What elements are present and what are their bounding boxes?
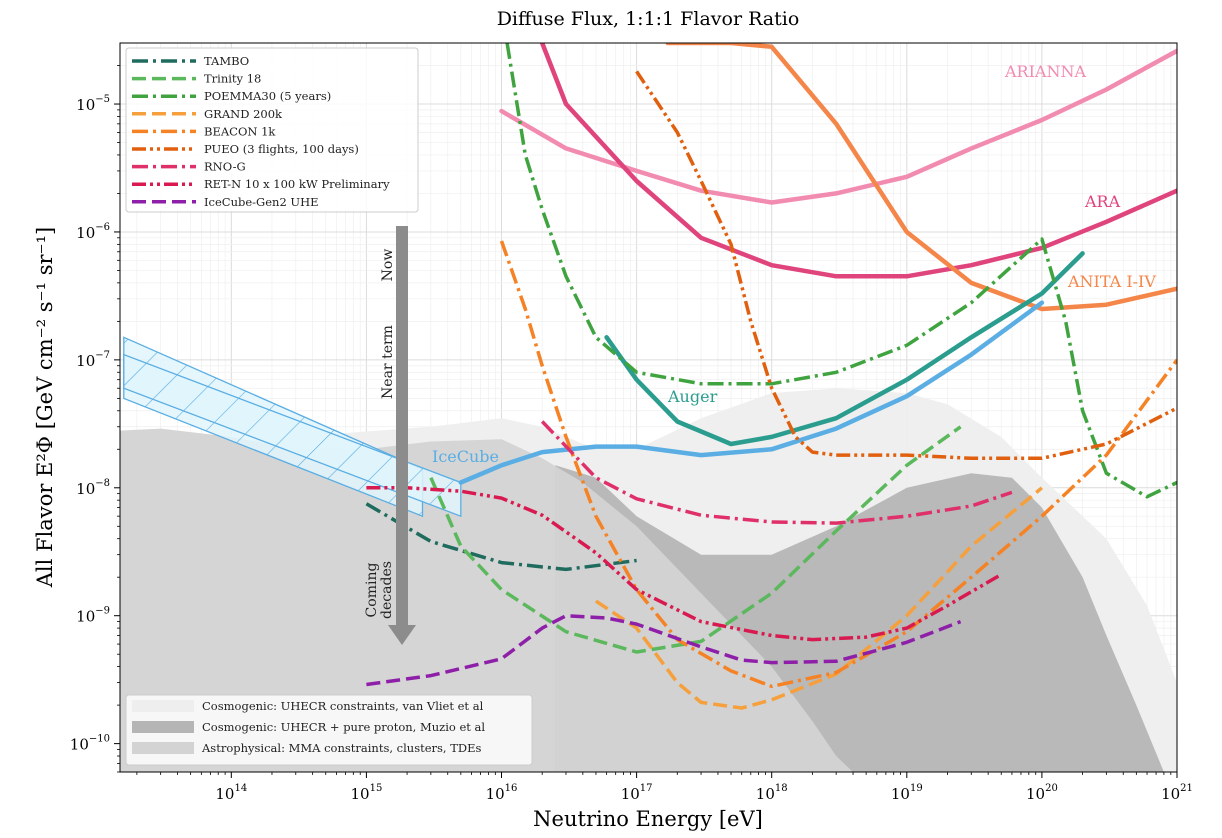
series-legend: TAMBO Trinity 18 POEMMA30 (5 years) GRAND 2… xyxy=(125,47,419,213)
x-tick-label: 1019 xyxy=(891,783,923,803)
y-tick-label: 10−10 xyxy=(70,734,110,754)
reference-curve-auger xyxy=(604,251,1085,447)
reference-curve-icecube xyxy=(458,300,1045,485)
series-line-rno-g xyxy=(540,420,1013,525)
legend-label: PUEO (3 flights, 100 days) xyxy=(204,142,359,156)
x-tick-label: 1018 xyxy=(756,783,788,803)
icecube-astrophysical-region xyxy=(123,336,462,518)
series-line-poemma30-5-years- xyxy=(505,43,1177,499)
reference-curve-anita-i-iv xyxy=(665,43,1177,312)
arrow-label-now: Now xyxy=(380,249,396,282)
series-line-tambo xyxy=(365,502,637,572)
reference-curve-ara xyxy=(539,43,1177,279)
legend-item: RET-N 10 x 100 kW Preliminary xyxy=(132,177,390,191)
series-line-grand-200k xyxy=(594,486,1044,710)
arrow-label-decades: decades xyxy=(379,561,395,619)
region-label: Astrophysical: MMA constraints, clusters… xyxy=(201,741,482,755)
series-line-trinity-18 xyxy=(429,425,962,654)
series-line-pueo-3-flights-100-days- xyxy=(635,70,1177,461)
legend-item: GRAND 200k xyxy=(132,107,283,121)
axis-ticks: 1014 1015 1016 1017 1018 1019 1020 1021 10−10 10−… xyxy=(70,65,1193,803)
reference-curve-arianna xyxy=(499,48,1177,205)
curve-label-auger: Auger xyxy=(667,387,718,406)
curve-label-icecube: IceCube xyxy=(432,447,499,466)
legend-label: GRAND 200k xyxy=(204,107,283,121)
legend-label: RNO-G xyxy=(204,160,246,174)
region-swatch xyxy=(132,721,194,733)
plot-frame xyxy=(119,42,1178,773)
arrow-label-near-term: Near term xyxy=(380,325,396,399)
x-tick-label: 1021 xyxy=(1161,783,1193,803)
region-label: Cosmogenic: UHECR + pure proton, Muzio e… xyxy=(202,720,485,734)
legend-label: RET-N 10 x 100 kW Preliminary xyxy=(204,177,390,191)
region-legend-item: Cosmogenic: UHECR + pure proton, Muzio e… xyxy=(132,720,485,734)
x-axis-title: Neutrino Energy [eV] xyxy=(533,807,763,831)
series-line-ret-n-10-x-100-kw-preliminary xyxy=(366,486,1003,642)
x-tick-label: 1015 xyxy=(350,783,382,803)
timeline-arrow: Now Near term Coming decades xyxy=(364,226,416,645)
legend-label: BEACON 1k xyxy=(204,124,276,138)
icecube-hatch-1 xyxy=(123,354,461,517)
curve-label-arianna: ARIANNA xyxy=(1004,62,1086,81)
y-tick-label: 10−8 xyxy=(76,478,110,498)
series-labels: ARIANNA ARA ANITA I-IV Auger IceCube xyxy=(432,62,1156,466)
x-tick-label: 1014 xyxy=(215,783,247,803)
reference-curves xyxy=(458,43,1177,485)
background-region-2 xyxy=(120,428,853,772)
region-swatch xyxy=(132,700,194,712)
legend-item: Trinity 18 xyxy=(132,72,261,86)
y-tick-label: 10−9 xyxy=(76,606,110,626)
x-tick-label: 1016 xyxy=(486,783,518,803)
y-axis-title: All Flavor E²Φ [GeV cm⁻² s⁻¹ sr⁻¹] xyxy=(33,227,57,589)
legend-item: BEACON 1k xyxy=(132,124,276,138)
arrow-label-coming: Coming xyxy=(364,563,380,618)
x-tick-label: 1017 xyxy=(621,783,653,803)
region-legend: Cosmogenic: UHECR constraints, van Vliet… xyxy=(125,694,533,766)
curve-label-ara: ARA xyxy=(1084,192,1121,211)
legend-label: IceCube-Gen2 UHE xyxy=(204,195,319,209)
legend-item: PUEO (3 flights, 100 days) xyxy=(132,142,359,156)
series-line-icecube-gen2-uhe xyxy=(366,613,962,687)
y-tick-label: 10−7 xyxy=(76,350,110,370)
series-lines xyxy=(365,43,1177,710)
legend-item: TAMBO xyxy=(132,54,249,68)
legend-item: IceCube-Gen2 UHE xyxy=(132,195,319,209)
legend-item: POEMMA30 (5 years) xyxy=(132,89,331,103)
x-tick-label: 1020 xyxy=(1026,783,1058,803)
y-tick-label: 10−6 xyxy=(76,222,110,242)
y-tick-label: 10−5 xyxy=(76,94,110,114)
region-legend-item: Cosmogenic: UHECR constraints, van Vliet… xyxy=(132,699,484,713)
legend-label: POEMMA30 (5 years) xyxy=(204,89,331,103)
chart-title: Diffuse Flux, 1:1:1 Flavor Ratio xyxy=(497,8,800,30)
curve-label-anita-i-iv: ANITA I-IV xyxy=(1067,272,1156,291)
legend-label: TAMBO xyxy=(204,54,249,68)
series-line-beacon-1k xyxy=(499,240,1177,689)
legend-item: RNO-G xyxy=(132,160,246,174)
legend-label: Trinity 18 xyxy=(204,72,261,86)
region-label: Cosmogenic: UHECR constraints, van Vliet… xyxy=(202,699,484,713)
region-legend-item: Astrophysical: MMA constraints, clusters… xyxy=(132,741,482,755)
region-swatch xyxy=(132,742,194,754)
